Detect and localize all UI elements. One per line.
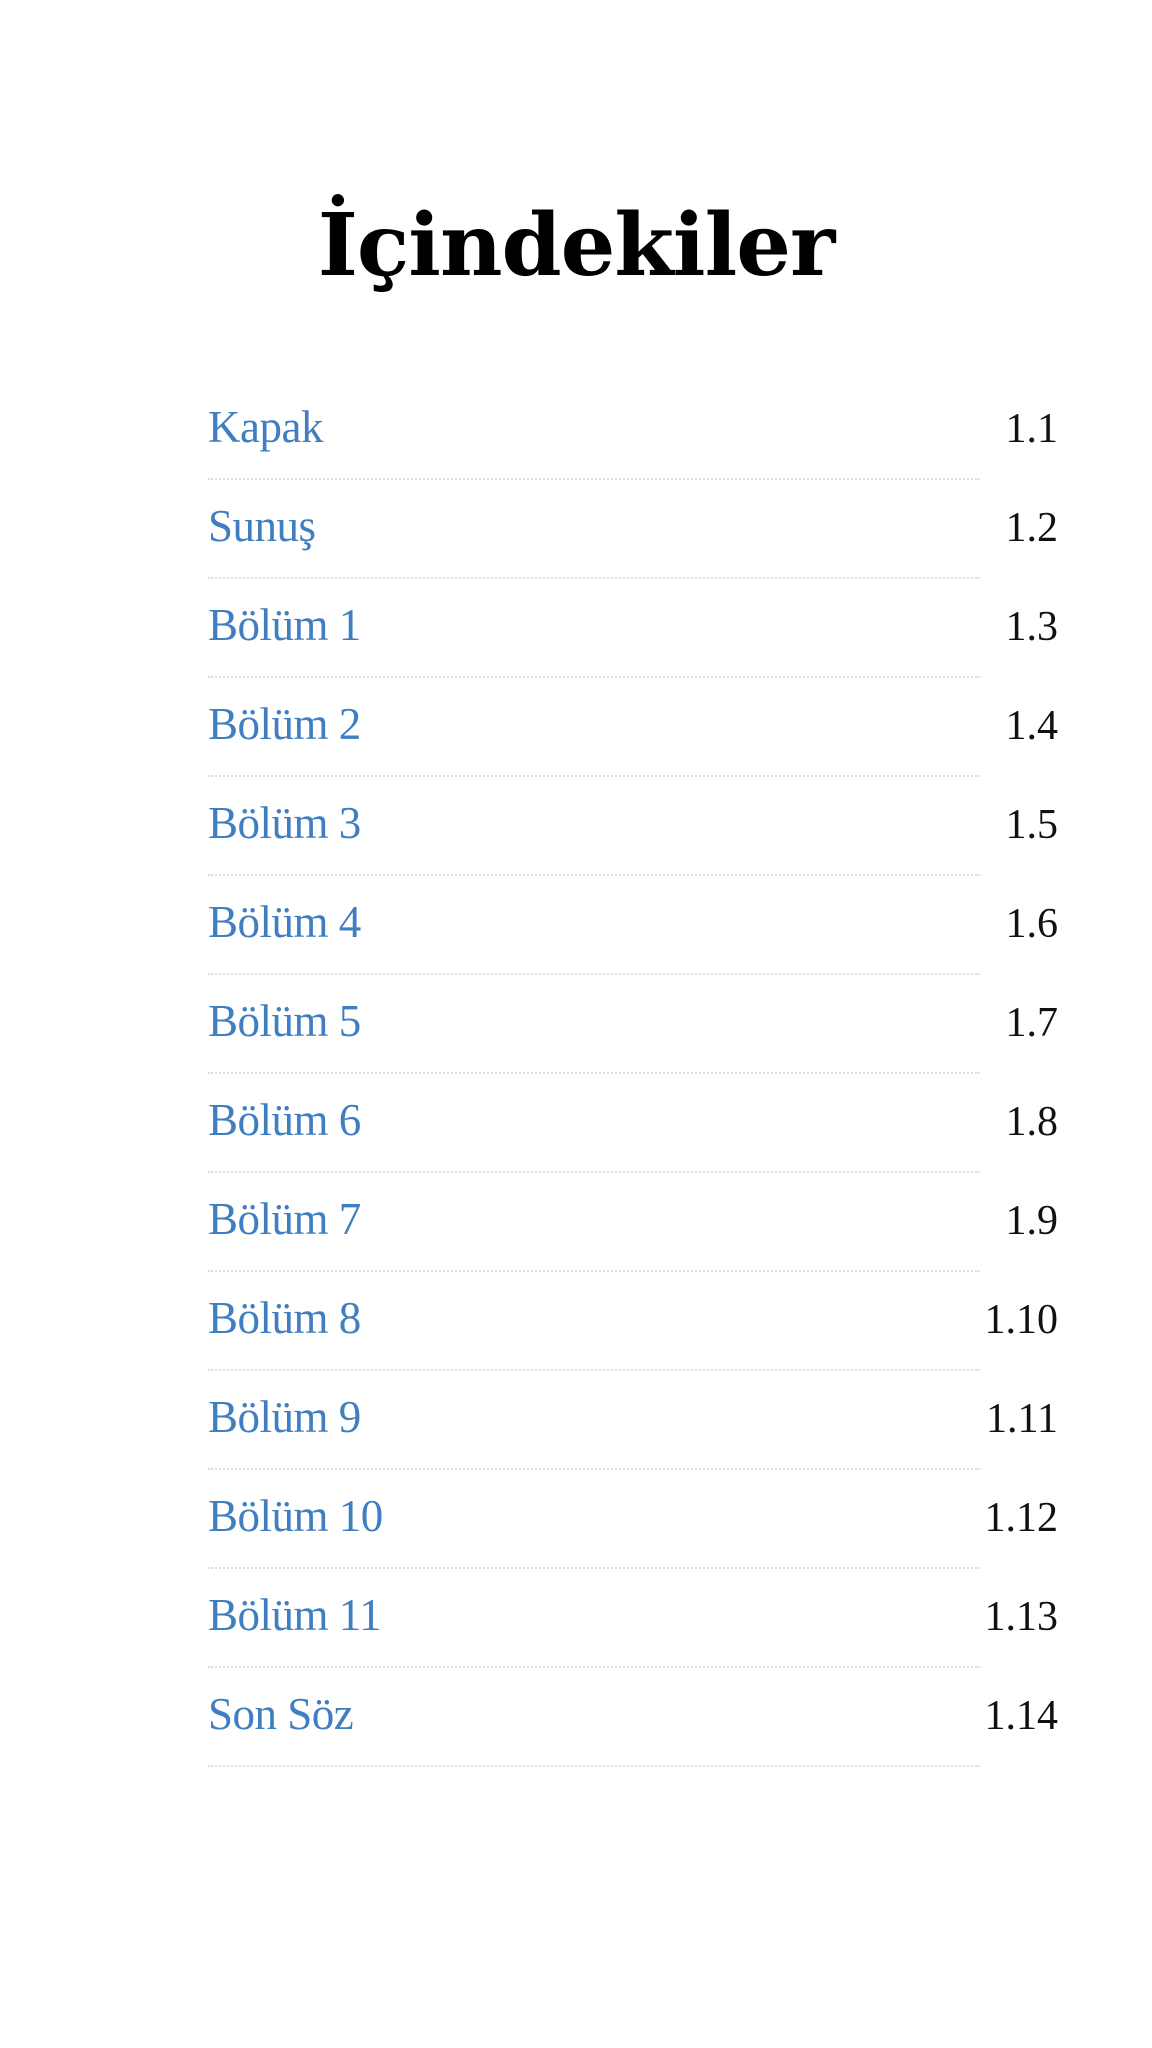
toc-divider [208,775,980,777]
toc-divider [208,1468,980,1470]
toc-link-kapak[interactable]: Kapak [208,402,323,452]
toc-link-bolum-6[interactable]: Bölüm 6 [208,1095,361,1145]
toc-divider [208,1765,980,1767]
toc-divider [208,676,980,678]
toc-divider [208,1369,980,1371]
toc-divider [208,1171,980,1173]
toc-page-number: 1.9 [1005,1198,1059,1244]
toc-divider [208,577,980,579]
toc-link-bolum-9[interactable]: Bölüm 9 [208,1392,361,1442]
toc-page-number: 1.6 [1005,901,1059,947]
toc-link-bolum-5[interactable]: Bölüm 5 [208,996,361,1046]
toc-link-son-soz[interactable]: Son Söz [208,1689,354,1739]
toc-link-bolum-11[interactable]: Bölüm 11 [208,1590,382,1640]
toc-page-number: 1.13 [984,1594,1059,1640]
toc-divider [208,1072,980,1074]
toc-divider [208,1666,980,1668]
toc-link-bolum-7[interactable]: Bölüm 7 [208,1194,361,1244]
toc-entry: Bölüm 11 1.13 [208,1570,1058,1669]
toc-divider [208,1270,980,1272]
toc-divider [208,973,980,975]
toc-divider [208,478,980,480]
toc-page-number: 1.1 [1005,406,1059,452]
toc-entry: Sunuş 1.2 [208,481,1058,580]
page-title: İçindekiler [317,195,836,296]
toc-page-number: 1.11 [986,1396,1058,1442]
toc-page-number: 1.12 [984,1495,1059,1541]
toc-page-number: 1.8 [1005,1099,1059,1145]
toc-entry: Bölüm 2 1.4 [208,679,1058,778]
toc-entry: Bölüm 8 1.10 [208,1273,1058,1372]
toc-link-bolum-3[interactable]: Bölüm 3 [208,798,361,848]
toc-page-number: 1.10 [984,1297,1059,1343]
toc-link-sunus[interactable]: Sunuş [208,501,316,551]
toc-divider [208,1567,980,1569]
toc-entry: Son Söz 1.14 [208,1669,1058,1768]
toc-entry: Bölüm 1 1.3 [208,580,1058,679]
toc-entry: Bölüm 3 1.5 [208,778,1058,877]
toc-link-bolum-2[interactable]: Bölüm 2 [208,699,361,749]
toc-entry: Bölüm 5 1.7 [208,976,1058,1075]
toc-page-number: 1.4 [1005,703,1059,749]
toc-page-number: 1.2 [1005,505,1059,551]
toc-link-bolum-4[interactable]: Bölüm 4 [208,897,361,947]
toc-entry: Bölüm 4 1.6 [208,877,1058,976]
toc-entry: Bölüm 10 1.12 [208,1471,1058,1570]
toc-page-number: 1.5 [1005,802,1059,848]
toc-link-bolum-10[interactable]: Bölüm 10 [208,1491,383,1541]
toc-entry: Bölüm 6 1.8 [208,1075,1058,1174]
toc-divider [208,874,980,876]
toc-link-bolum-8[interactable]: Bölüm 8 [208,1293,361,1343]
toc-link-bolum-1[interactable]: Bölüm 1 [208,600,361,650]
toc-page-number: 1.14 [984,1693,1059,1739]
toc-entry: Bölüm 9 1.11 [208,1372,1058,1471]
toc-page-number: 1.7 [1005,1000,1059,1046]
toc-list: Kapak 1.1 Sunuş 1.2 Bölüm 1 1.3 Bölüm 2 … [208,382,1058,1768]
toc-entry: Kapak 1.1 [208,382,1058,481]
toc-entry: Bölüm 7 1.9 [208,1174,1058,1273]
toc-page-number: 1.3 [1005,604,1059,650]
